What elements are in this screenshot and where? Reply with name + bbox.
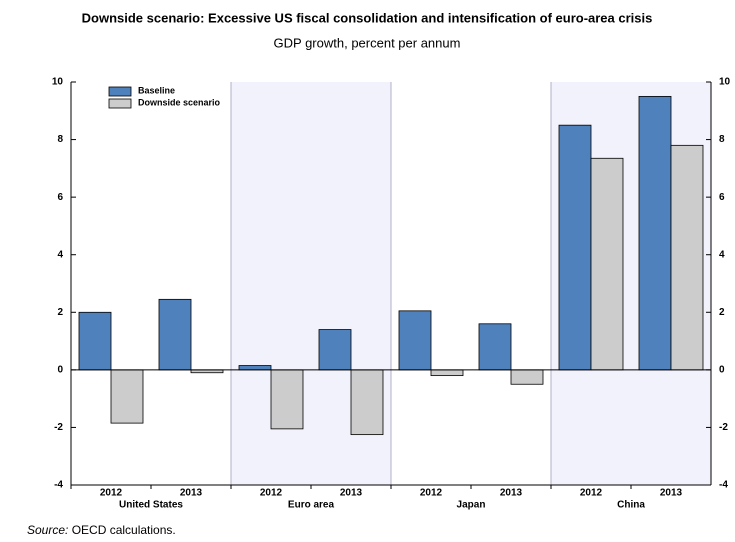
bar [510,369,544,385]
y2-tick-label: 2 [719,307,725,318]
y-tick-label: 8 [57,134,63,145]
x-tick-label: 2012 [580,488,603,499]
group-label: Japan [457,500,486,511]
legend-label: Downside scenario [138,97,221,107]
x-tick-label: 2013 [500,488,523,499]
bar [430,369,464,377]
chart-subtitle: GDP growth, percent per annum [274,35,461,50]
source-label: Source: [27,523,68,537]
bar [110,369,144,424]
x-tick-label: 2013 [180,488,203,499]
bar [670,144,704,371]
x-tick-label: 2012 [100,488,123,499]
bar [558,124,592,371]
y2-tick-label: 8 [719,134,725,145]
x-tick-label: 2012 [420,488,443,499]
y2-tick-label: -2 [719,422,728,433]
legend-swatch [108,86,132,97]
group-label: Euro area [288,500,335,511]
y-tick-label: 6 [57,192,63,203]
bar [398,310,432,371]
group-label: China [617,500,645,511]
y2-tick-label: 0 [719,364,725,375]
y-tick-label: -2 [54,422,63,433]
y-tick-label: -4 [54,480,63,491]
source-text: OECD calculations. [72,523,176,537]
x-tick-label: 2012 [260,488,283,499]
y-tick-label: 10 [52,77,64,88]
bar [478,323,512,371]
y2-tick-label: -4 [719,480,728,491]
bar [78,311,112,371]
bar [318,329,352,371]
bar [270,369,304,430]
y-tick-label: 4 [57,249,63,260]
x-tick-label: 2013 [340,488,363,499]
x-tick-label: 2013 [660,488,683,499]
group-label: United States [119,500,183,511]
legend-swatch [108,98,132,109]
chart-title: Downside scenario: Excessive US fiscal c… [82,10,653,25]
bar [638,95,672,371]
legend-label: Baseline [138,85,175,95]
y2-tick-label: 4 [719,249,725,260]
y-tick-label: 2 [57,307,63,318]
y2-tick-label: 10 [719,77,731,88]
source: Source: OECD calculations. [27,523,176,537]
bar [158,298,192,371]
y2-tick-label: 6 [719,192,725,203]
bar [590,157,624,371]
y-tick-label: 0 [57,364,63,375]
bar [238,365,272,371]
bar [350,369,384,436]
